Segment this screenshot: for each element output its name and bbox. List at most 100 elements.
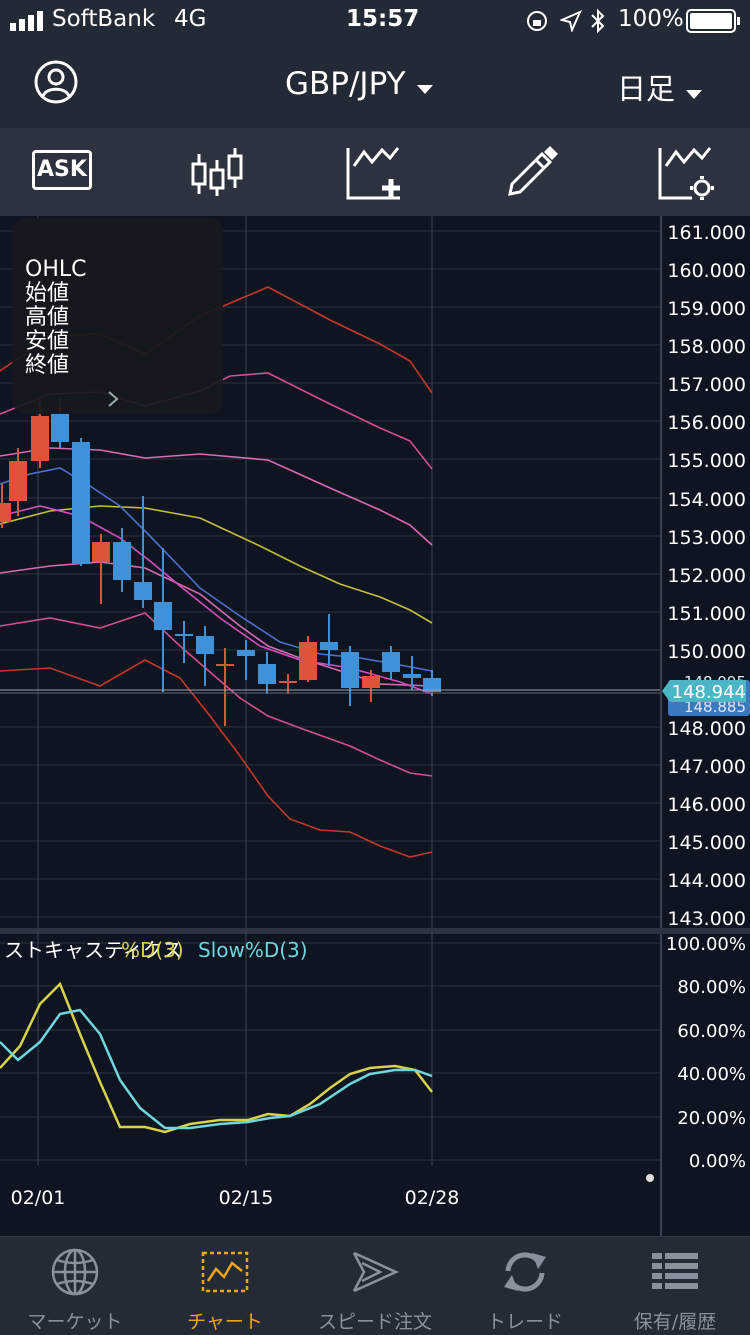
price-tick-label: 155.000 — [667, 450, 746, 472]
candle-body — [423, 678, 441, 692]
candle-body — [175, 634, 193, 636]
battery-icon — [686, 9, 740, 33]
price-tick-label: 145.000 — [667, 832, 746, 854]
timeframe-label: 日足 — [617, 72, 676, 106]
price-tick-label: 159.000 — [667, 298, 746, 320]
price-tick-label: 160.000 — [667, 260, 746, 282]
band-line — [0, 659, 433, 858]
ohlc-open-label: 始値 — [25, 281, 70, 306]
account-icon[interactable] — [34, 60, 78, 104]
price-tick-label: 146.000 — [667, 794, 746, 816]
price-tick-label: 148.000 — [667, 718, 746, 740]
network-type: 4G — [174, 6, 207, 32]
ohlc-close-label: 終値 — [25, 353, 70, 378]
signal-icon — [10, 11, 43, 31]
tab-speed-order-label: スピード注文 — [317, 1311, 432, 1333]
price-tick-label: 153.000 — [667, 527, 746, 549]
tab-holdings-label: 保有/履歴 — [633, 1311, 717, 1333]
tab-chart[interactable]: チャート — [150, 1237, 300, 1335]
ohlc-low-label: 安値 — [25, 329, 70, 354]
ask-button[interactable]: ASK — [32, 150, 92, 192]
pair-selector[interactable]: GBP/JPY — [285, 66, 433, 106]
chevron-right-icon — [108, 391, 119, 407]
osc-tick-label: 60.00% — [677, 1021, 746, 1042]
scroll-indicator — [646, 1174, 654, 1182]
chart-icon — [201, 1251, 249, 1293]
price-tick-label: 147.000 — [667, 756, 746, 778]
osc-tick-label: 40.00% — [677, 1064, 746, 1085]
slow-d-line — [0, 1008, 433, 1130]
price-tick-label: 151.000 — [667, 603, 746, 625]
date-label: 02/01 — [11, 1187, 66, 1209]
chevron-down-icon — [686, 90, 703, 99]
candle-body — [279, 681, 297, 683]
d-line-label: %D(3) — [121, 938, 184, 962]
bottom-tab-bar: マーケット チャート スピード注文 トレード — [0, 1236, 750, 1335]
tab-market-label: マーケット — [27, 1311, 123, 1333]
price-tick-label: 144.000 — [667, 870, 746, 892]
ohlc-high-label: 高値 — [25, 305, 70, 330]
candle-body — [341, 652, 359, 688]
candle-body — [403, 674, 421, 678]
candle-body — [134, 582, 152, 600]
price-tick-label: 161.000 — [667, 222, 746, 244]
band-line — [0, 612, 433, 777]
candle-body — [154, 602, 172, 630]
rotation-lock-icon — [527, 11, 547, 31]
price-tick-label: 157.000 — [667, 374, 746, 396]
candle-body — [92, 542, 110, 562]
carrier-name: SoftBank — [52, 6, 156, 32]
add-indicator-icon[interactable] — [344, 144, 404, 204]
candle-body — [9, 461, 27, 501]
timeframe-selector[interactable]: 日足 — [617, 66, 703, 106]
chart-header: GBP/JPY 日足 — [0, 42, 750, 128]
speed-order-icon — [352, 1251, 400, 1293]
d-line — [0, 981, 433, 1134]
candle-body — [31, 416, 49, 461]
price-tick-label: 150.000 — [667, 641, 746, 663]
tab-speed-order[interactable]: スピード注文 — [300, 1237, 450, 1335]
osc-tick-label: 80.00% — [677, 977, 746, 998]
chart-toolbar: ASK — [0, 128, 750, 216]
price-badge-value: 148.944 — [672, 682, 746, 703]
tab-trade-label: トレード — [486, 1311, 563, 1333]
date-label: 02/28 — [405, 1187, 460, 1209]
ma-line — [0, 467, 433, 672]
status-bar: SoftBank 4G 15:57 100% — [0, 0, 750, 42]
candle-body — [196, 636, 214, 654]
candle-body — [299, 642, 317, 680]
candle-body — [51, 414, 69, 442]
tab-market[interactable]: マーケット — [0, 1237, 150, 1335]
slow-d-line-label: Slow%D(3) — [198, 938, 308, 962]
price-badge-hidden-below: 148.885 — [684, 698, 746, 716]
indicator-settings-icon[interactable] — [656, 144, 716, 204]
globe-icon — [51, 1248, 99, 1296]
price-tick-label: 143.000 — [667, 908, 746, 930]
chevron-down-icon — [416, 85, 433, 94]
candle-body — [72, 442, 90, 564]
price-tick-label: 154.000 — [667, 489, 746, 511]
candlestick-icon[interactable] — [190, 144, 250, 204]
tab-trade[interactable]: トレード — [450, 1237, 600, 1335]
price-tick-label: 152.000 — [667, 565, 746, 587]
osc-tick-label: 100.00% — [666, 934, 746, 955]
price-tick-label: 156.000 — [667, 412, 746, 434]
holdings-icon — [652, 1253, 698, 1289]
trade-icon — [504, 1252, 546, 1292]
bluetooth-icon — [591, 8, 605, 34]
pencil-icon[interactable] — [504, 144, 564, 204]
panel-divider — [0, 928, 750, 934]
price-badge — [662, 680, 746, 702]
candle-body — [362, 676, 380, 688]
tab-holdings[interactable]: 保有/履歴 — [600, 1237, 750, 1335]
candle-body — [113, 542, 131, 580]
ohlc-panel[interactable]: OHLC 始値 高値 安値 終値 — [12, 218, 223, 414]
status-time: 15:57 — [346, 6, 420, 32]
candle-body — [216, 664, 234, 666]
pair-label: GBP/JPY — [285, 66, 406, 102]
ohlc-title: OHLC — [25, 257, 87, 282]
battery-percent: 100% — [618, 6, 684, 32]
candle-body — [0, 503, 11, 522]
osc-tick-label: 0.00% — [689, 1151, 746, 1172]
ask-label: ASK — [32, 150, 92, 190]
